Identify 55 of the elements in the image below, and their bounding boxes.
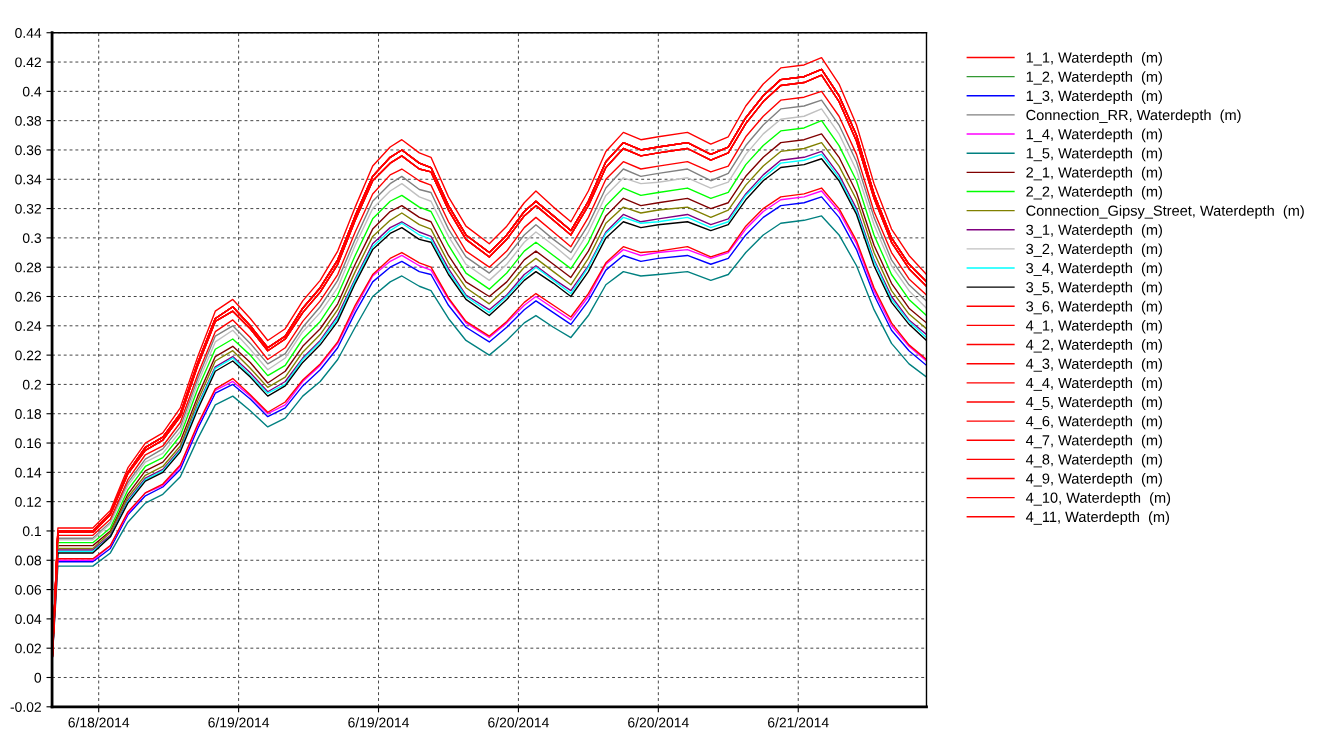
legend-label: 1_4, Waterdepth (m) — [1026, 128, 1162, 143]
legend-label: 4_6, Waterdepth (m) — [1025, 415, 1162, 430]
y-tick-label: 0.34 — [15, 174, 42, 185]
y-tick-label: 0.1 — [22, 526, 41, 537]
legend-label: 2_1, Waterdepth (m) — [1026, 166, 1162, 181]
y-tick-label: 0.4 — [22, 86, 42, 97]
y-tick-label: 0 — [34, 672, 42, 683]
y-tick-label: 0.08 — [15, 555, 42, 566]
x-tick-label: 6/20/2014 — [488, 717, 549, 728]
y-tick-label: -0.02 — [10, 702, 41, 712]
y-tick-label: 0.3 — [22, 233, 42, 244]
legend-label: 2_2, Waterdepth (m) — [1026, 186, 1162, 200]
legend-label: 4_3, Waterdepth (m) — [1025, 358, 1162, 372]
x-tick-label: 6/18/2014 — [68, 717, 130, 728]
y-tick-label: 0.12 — [15, 496, 41, 507]
legend-label: 3_6, Waterdepth (m) — [1026, 300, 1162, 315]
legend-label: 4_1, Waterdepth (m) — [1025, 319, 1162, 334]
x-tick-label: 6/19/2014 — [208, 717, 270, 728]
legend-label: 3_5, Waterdepth (m) — [1026, 281, 1162, 296]
y-tick-label: 0.14 — [15, 467, 42, 478]
y-tick-label: 0.28 — [15, 262, 42, 273]
y-tick-label: 0.44 — [15, 28, 42, 38]
legend-label: 1_2, Waterdepth (m) — [1026, 71, 1162, 85]
legend-label: 4_4, Waterdepth (m) — [1025, 377, 1162, 391]
y-tick-label: 0.18 — [15, 409, 42, 419]
legend-label: Connection_RR, Waterdepth (m) — [1026, 109, 1241, 124]
y-tick-label: 0.42 — [15, 57, 41, 68]
legend-label: 4_9, Waterdepth (m) — [1025, 473, 1162, 487]
legend-label: 1_5, Waterdepth (m) — [1026, 147, 1162, 162]
x-tick-label: 6/19/2014 — [348, 717, 410, 728]
legend-label: 4_8, Waterdepth (m) — [1025, 453, 1162, 468]
legend-label: 1_3, Waterdepth (m) — [1026, 90, 1162, 104]
legend-label: 3_4, Waterdepth (m) — [1026, 262, 1162, 277]
y-tick-label: 0.38 — [15, 115, 42, 126]
legend-label: 1_1, Waterdepth (m) — [1026, 52, 1162, 66]
legend-label: 4_11, Waterdepth (m) — [1025, 511, 1169, 525]
x-tick-label: 6/20/2014 — [628, 717, 689, 728]
legend-label: 3_1, Waterdepth (m) — [1026, 224, 1162, 238]
y-tick-label: 0.26 — [15, 291, 42, 302]
y-tick-label: 0.32 — [15, 203, 41, 214]
y-tick-label: 0.24 — [15, 321, 42, 331]
legend-label: 4_10, Waterdepth (m) — [1025, 492, 1171, 506]
legend-label: 3_2, Waterdepth (m) — [1026, 243, 1162, 258]
legend-label: Connection_Gipsy_Street, Waterdepth (m) — [1026, 205, 1304, 219]
y-tick-label: 0.04 — [15, 614, 42, 625]
legend-label: 4_5, Waterdepth (m) — [1025, 396, 1162, 411]
legend-label: 4_2, Waterdepth (m) — [1025, 339, 1162, 353]
y-tick-label: 0.2 — [22, 379, 41, 390]
x-tick-label: 6/21/2014 — [768, 717, 829, 728]
y-tick-label: 0.02 — [15, 643, 41, 654]
y-tick-label: 0.22 — [15, 350, 41, 361]
legend-label: 4_7, Waterdepth (m) — [1025, 434, 1162, 449]
y-tick-label: 0.16 — [15, 438, 42, 449]
y-tick-label: 0.36 — [15, 145, 42, 156]
y-tick-label: 0.06 — [15, 584, 42, 595]
